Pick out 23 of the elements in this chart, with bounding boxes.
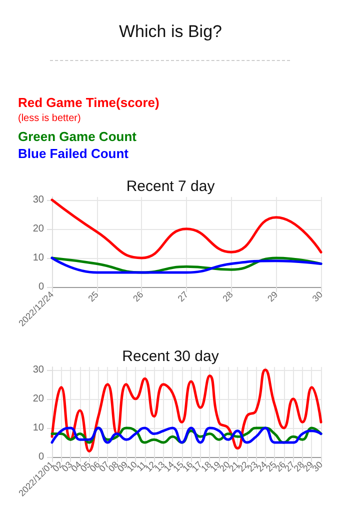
x-tick-label: 25: [86, 289, 100, 304]
y-tick-label: 30: [32, 364, 44, 376]
chart-title: Recent 7 day: [126, 178, 216, 195]
y-tick-label: 30: [32, 194, 44, 206]
x-tick-label: 28: [220, 289, 235, 304]
chart-title: Recent 30 day: [122, 348, 220, 365]
text: Which is Big?: [118, 22, 223, 42]
line-series: [50, 198, 322, 260]
y-tick-label: 0: [38, 282, 44, 292]
x-tick-label: 29: [266, 289, 280, 304]
y-tick-label: 10: [32, 252, 44, 264]
y-tick-label: 20: [32, 223, 44, 234]
y-tick-label: 20: [32, 393, 44, 404]
text: Blue Failed Count: [18, 146, 130, 161]
x-tick-label: 26: [131, 289, 146, 304]
x-tick-label: 27: [176, 289, 190, 304]
x-tick-label: 30: [310, 289, 325, 304]
line-series: [50, 368, 322, 452]
text: (less is better): [18, 113, 82, 124]
text: Green Game Count: [18, 129, 138, 144]
text: Red Game Time(score): [18, 95, 160, 110]
y-tick-label: 0: [38, 452, 44, 462]
y-tick-label: 10: [32, 422, 44, 434]
